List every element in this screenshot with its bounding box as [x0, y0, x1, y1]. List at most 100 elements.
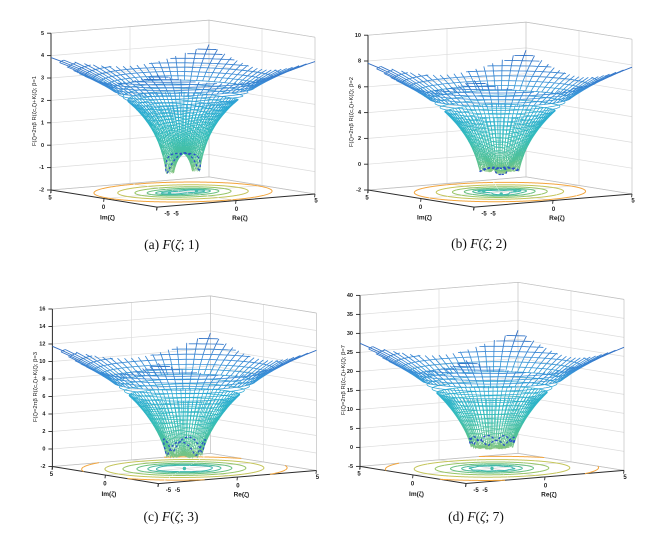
y-tick-label: 0	[103, 481, 107, 487]
x-tick-label: 0	[544, 483, 548, 489]
x-tick-label: 0	[236, 483, 240, 489]
x-tick-label: -5	[490, 212, 496, 218]
z-tick-label: 6	[42, 394, 45, 400]
z-tick-label: 2	[358, 136, 361, 142]
zlabel-d: F(ζ)=2πβ R(ζc,ζ)+K(ζ); β=7	[340, 344, 347, 415]
z-tick-label: 1	[41, 120, 44, 126]
subplot-a: -2 -1 0 1 2 3 4 5 5 0 -5 -5 0 5 Im(ζ) Re(ζ)	[39, 19, 318, 222]
axis-lines-c	[48, 308, 317, 487]
z-tick-label: 35	[347, 312, 353, 318]
x-tick-label: -5	[482, 488, 488, 494]
z-tick-label: 0	[42, 447, 45, 453]
z-tick-label: 4	[41, 53, 45, 59]
y-tick-label: -5	[481, 212, 487, 218]
tick-labels-b: -2 0 2 4 6 8 10 5 0 -5 -5 0 5 Im(ζ) Re(ζ)	[355, 33, 635, 222]
dashed-level-curve-a	[165, 152, 201, 174]
caption-b: (b) F(ζ; 2)	[451, 235, 507, 251]
floor-marker	[513, 189, 517, 193]
floor-contours-d	[384, 455, 600, 481]
z-tick-label: 10	[39, 359, 45, 365]
y-tick-label: 0	[411, 481, 415, 487]
surface-mesh-d	[359, 330, 625, 450]
x-tick-label: 5	[316, 475, 320, 481]
z-tick-label: 5	[350, 426, 353, 432]
z-tick-label: 10	[347, 407, 353, 413]
z-tick-label: 0	[350, 445, 353, 451]
y-tick-label: 5	[365, 195, 369, 201]
floor-contours-a	[93, 181, 273, 203]
tick-labels-c: -2 0 2 4 6 8 10 12 14 16 5 0 -5 -5 0 5 Im(ζ) Re(ζ)	[39, 307, 319, 499]
z-tick-label: 2	[42, 429, 45, 435]
axis-lines-a	[47, 32, 316, 211]
subplot-b: -2 0 2 4 6 8 10 5 0 -5 -5 0 5 Im(ζ) Re(ζ)	[355, 21, 635, 222]
y-tick-label: 0	[419, 205, 423, 211]
axis-lines-d	[356, 294, 625, 487]
y-tick-label: 5	[357, 472, 361, 478]
caption-a: (a) F(ζ; 1)	[144, 237, 200, 252]
z-tick-label: 4	[42, 412, 46, 418]
y-axis-label: Im(ζ)	[409, 491, 424, 498]
x-axis-label: Re(ζ)	[232, 215, 248, 222]
z-tick-label: 25	[347, 350, 353, 356]
z-tick-label: -2	[41, 464, 46, 470]
y-axis-label: Im(ζ)	[417, 215, 432, 222]
x-axis-label: Re(ζ)	[541, 491, 557, 498]
z-tick-label: 3	[41, 76, 44, 82]
x-tick-label: 0	[552, 207, 556, 213]
floor-marker	[167, 191, 172, 195]
z-tick-label: 10	[355, 33, 361, 39]
z-tick-label: 14	[39, 324, 46, 330]
zlabel-b: F(ζ)=2πβ R(ζc,ζ)+K(ζ); β=2	[348, 76, 355, 147]
y-tick-label: -5	[166, 488, 172, 494]
surface-mesh-c	[52, 333, 317, 459]
floor-marker	[499, 192, 503, 196]
z-tick-label: 0	[41, 143, 44, 149]
z-tick-label: 15	[347, 388, 353, 394]
subplot-c: -2 0 2 4 6 8 10 12 14 16 5 0 -5 -5 0 5 Im(ζ) Re(ζ)	[39, 295, 320, 499]
y-tick-label: -5	[164, 212, 170, 218]
x-tick-label: 5	[314, 199, 318, 205]
y-tick-label: 5	[48, 195, 52, 201]
y-tick-label: 5	[50, 472, 54, 478]
z-tick-label: 12	[39, 342, 45, 348]
z-tick-label: 16	[39, 307, 45, 313]
floor-marker	[194, 189, 199, 193]
surface-mesh-a	[50, 44, 316, 175]
floor-marker	[490, 466, 494, 471]
z-tick-label: -2	[39, 188, 44, 194]
caption-c: (c) F(ζ; 3)	[143, 508, 199, 524]
y-axis-label: Im(ζ)	[101, 491, 116, 498]
z-tick-label: 20	[347, 369, 353, 375]
caption-d: (d) F(ζ; 7)	[448, 508, 504, 524]
x-axis-label: Re(ζ)	[234, 492, 250, 499]
zlabel-c: F(ζ)=2πβ R(ζc,ζ)+K(ζ); β=3	[32, 351, 39, 422]
dashed-level-curve-b	[479, 166, 520, 176]
z-tick-label: 40	[347, 293, 353, 299]
z-tick-label: -5	[348, 464, 353, 470]
z-tick-label: -2	[356, 188, 361, 194]
y-tick-label: -5	[473, 488, 479, 494]
z-tick-label: 4	[358, 110, 362, 116]
floor-marker	[482, 189, 486, 193]
z-tick-label: 0	[358, 162, 361, 168]
axes-grid-a	[50, 19, 316, 201]
x-tick-label: 5	[631, 199, 635, 205]
floor-contours-c	[81, 456, 288, 481]
x-tick-label: -5	[175, 488, 181, 494]
x-axis-label: Re(ζ)	[549, 215, 565, 222]
x-tick-label: 0	[235, 207, 239, 213]
axis-lines-b	[364, 34, 633, 211]
floor-marker	[182, 466, 187, 471]
z-tick-label: 8	[358, 59, 361, 65]
floor-contours-b	[413, 181, 587, 203]
z-tick-label: 8	[42, 377, 45, 383]
z-tick-label: -1	[39, 165, 44, 171]
surface-mesh-b	[367, 49, 633, 175]
z-tick-label: 2	[41, 98, 44, 104]
dashed-level-curve-c	[162, 436, 206, 457]
zlabel-a: F(ζ)=2πβ R(ζc,ζ)+K(ζ); β=1	[31, 75, 38, 146]
